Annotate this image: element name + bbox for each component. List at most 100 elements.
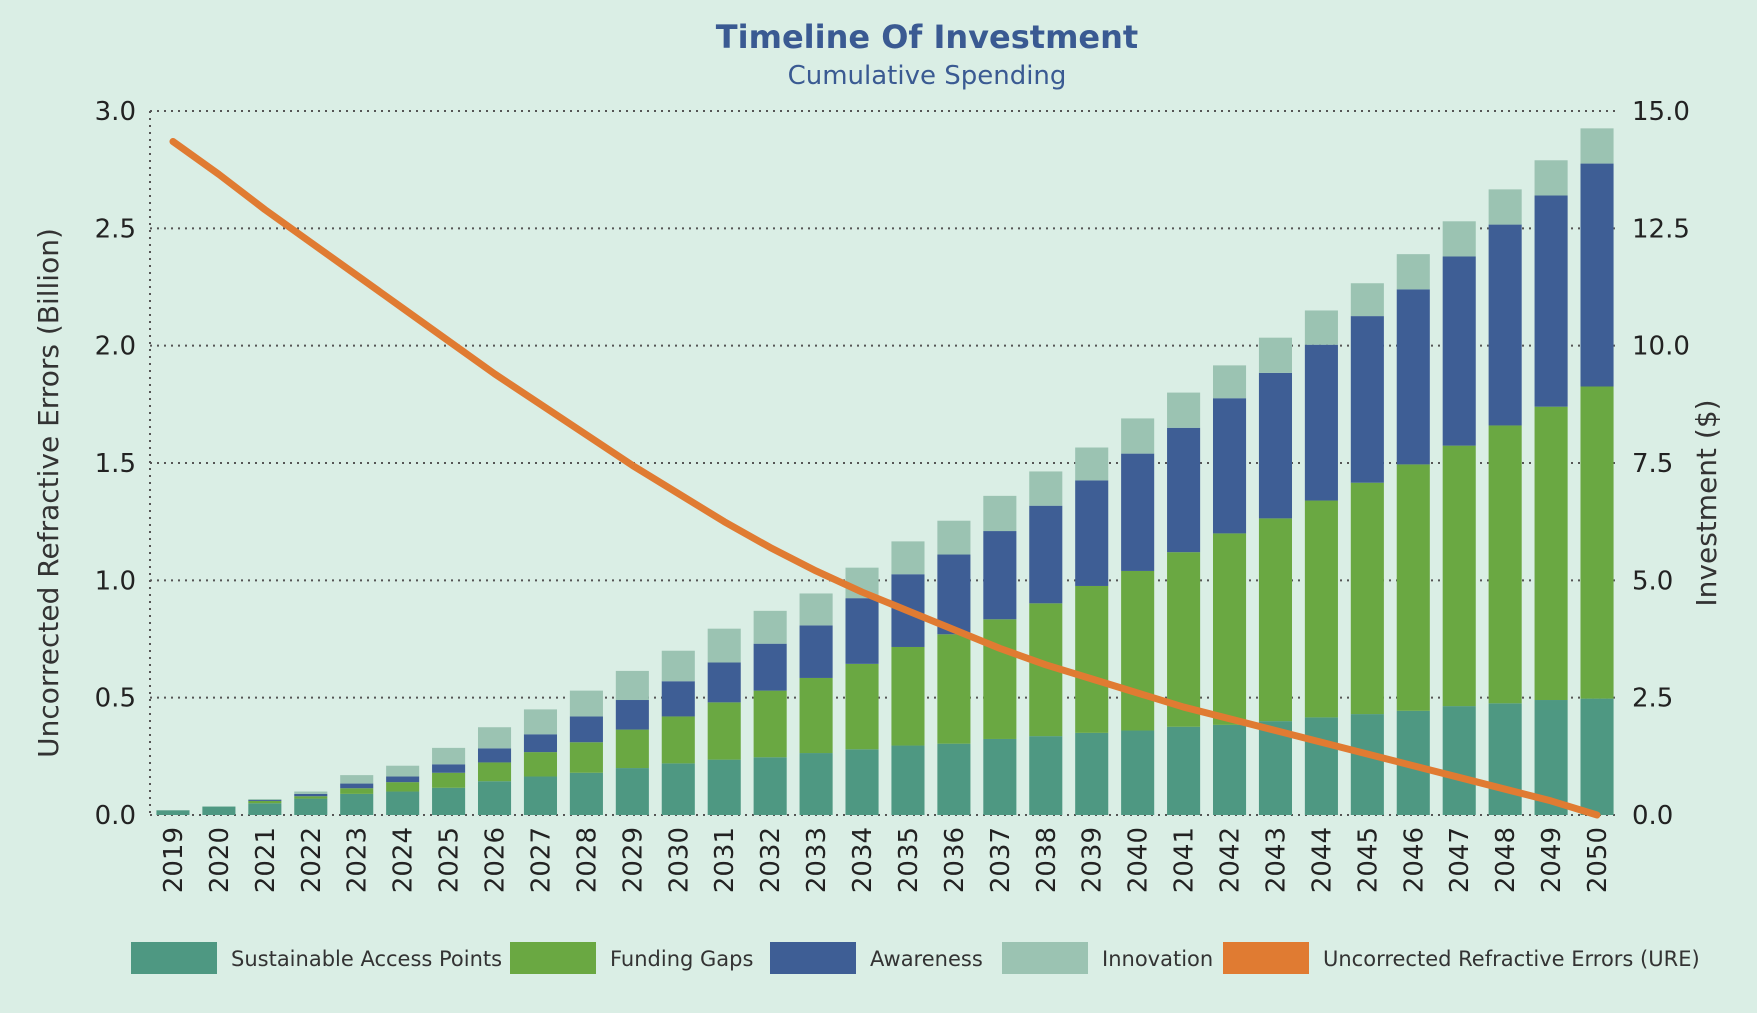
- bar-segment: [799, 677, 833, 754]
- chart-subtitle: Cumulative Spending: [788, 61, 1067, 91]
- bar-segment: [1167, 552, 1201, 727]
- bar-segment: [1534, 160, 1568, 196]
- bar-segment: [707, 628, 741, 663]
- bar-segment: [1121, 730, 1155, 815]
- line-layer: [169, 138, 1601, 819]
- x-tick-label: 2022: [297, 827, 327, 893]
- bar-segment: [156, 810, 190, 815]
- bar-segment: [1534, 195, 1568, 407]
- bar-segment: [248, 799, 282, 800]
- bar-segment: [615, 700, 649, 730]
- y-right-tick-label: 0.0: [1632, 801, 1673, 831]
- bar-segment: [294, 798, 328, 815]
- bar-segment: [1304, 500, 1338, 718]
- bar-segment: [1304, 310, 1338, 345]
- bar-segment: [294, 796, 328, 799]
- bar-segment: [1350, 714, 1384, 815]
- ure-line: [169, 138, 1601, 819]
- bar-segment: [845, 749, 879, 815]
- bar-segment: [983, 738, 1017, 815]
- x-tick-label: 2021: [251, 827, 281, 893]
- bar-segment: [1075, 585, 1109, 733]
- bar-segment: [1350, 316, 1384, 483]
- bar-segment: [1212, 724, 1247, 815]
- bar-segment: [523, 752, 558, 777]
- x-tick-label: 2027: [526, 827, 556, 893]
- y-right-tick-label: 5.0: [1632, 566, 1673, 596]
- x-tick-label: 2031: [710, 827, 740, 893]
- x-tick-label: 2039: [1078, 827, 1108, 893]
- bar-segment: [1488, 224, 1522, 426]
- x-tick-label: 2019: [159, 827, 189, 893]
- x-tick-label: 2034: [848, 827, 878, 893]
- bar-segment: [1488, 703, 1522, 815]
- bar-segment: [661, 650, 695, 682]
- bar-segment: [432, 772, 466, 788]
- bar-segment: [1029, 505, 1063, 604]
- bar-segment: [432, 747, 466, 765]
- legend-swatch: [510, 942, 596, 974]
- bar-segment: [937, 520, 971, 555]
- bar-segment: [1580, 386, 1614, 699]
- bar-segment: [1167, 726, 1201, 815]
- bar-segment: [983, 531, 1017, 620]
- bar-segment: [202, 806, 236, 815]
- bar-segment: [1212, 398, 1247, 534]
- bar-segment: [386, 776, 420, 783]
- bar-segment: [294, 793, 328, 797]
- bar-segment: [1258, 518, 1293, 722]
- bar-segment: [1396, 289, 1430, 465]
- legend-label: Funding Gaps: [610, 947, 753, 971]
- x-tick-label: 2024: [389, 827, 419, 893]
- x-tick-label: 2028: [572, 827, 602, 893]
- y-left-tick-label: 2.0: [95, 332, 136, 362]
- x-tick-label: 2025: [435, 827, 465, 893]
- bar-segment: [615, 670, 649, 701]
- bar-segment: [1121, 418, 1155, 454]
- bar-segment: [1029, 736, 1063, 815]
- x-tick-label: 2029: [618, 827, 648, 893]
- x-tick-label: 2038: [1032, 827, 1062, 893]
- y-axis-right-label: Investment ($): [1690, 399, 1723, 606]
- y-right-tick-label: 15.0: [1632, 97, 1690, 127]
- bar-segment: [753, 757, 787, 815]
- bar-segment: [1258, 337, 1293, 373]
- x-tick-label: 2050: [1583, 827, 1613, 893]
- bar-segment: [248, 803, 282, 815]
- x-tick-label: 2040: [1124, 827, 1154, 893]
- y-left-tick-label: 1.0: [95, 566, 136, 596]
- bar-segment: [1029, 471, 1063, 506]
- bar-segment: [1396, 464, 1430, 711]
- bar-segment: [1212, 365, 1247, 399]
- bar-segment: [1350, 283, 1384, 317]
- bar-segment: [615, 729, 649, 769]
- bar-segment: [1121, 570, 1155, 731]
- bars-layer: [156, 128, 1614, 815]
- bar-segment: [891, 745, 925, 815]
- x-tick-label: 2043: [1261, 827, 1291, 893]
- bar-segment: [891, 646, 925, 746]
- y-left-tick-label: 0.0: [95, 801, 136, 831]
- bar-segment: [340, 775, 374, 784]
- legend-label: Sustainable Access Points: [231, 947, 502, 971]
- y-left-tick-label: 3.0: [95, 97, 136, 127]
- bar-segment: [753, 610, 787, 644]
- bar-segment: [386, 782, 420, 792]
- x-tick-label: 2046: [1399, 827, 1429, 893]
- y-left-tick-label: 2.5: [95, 214, 136, 244]
- y-right-tick-label: 7.5: [1632, 449, 1673, 479]
- x-tick-label: 2045: [1353, 827, 1383, 893]
- bar-segment: [983, 495, 1017, 532]
- x-tick-label: 2037: [986, 827, 1016, 893]
- bar-segment: [1580, 163, 1614, 387]
- bar-segment: [1075, 447, 1109, 481]
- y-left-tick-label: 1.5: [95, 449, 136, 479]
- bar-segment: [340, 788, 374, 794]
- bar-segment: [615, 768, 649, 815]
- bar-segment: [753, 643, 787, 691]
- bar-segment: [340, 783, 374, 789]
- bar-segment: [1167, 392, 1201, 428]
- bar-segment: [1304, 717, 1338, 815]
- bar-segment: [1212, 533, 1247, 725]
